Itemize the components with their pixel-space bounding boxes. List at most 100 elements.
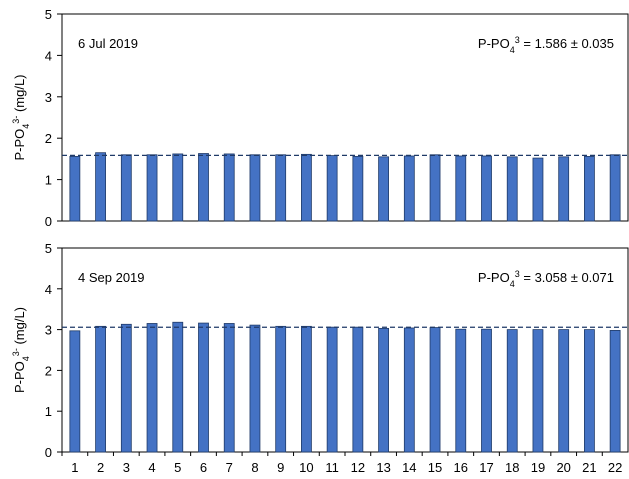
bar [301, 325, 312, 453]
x-tick-label: 18 [505, 460, 519, 475]
bar [352, 156, 364, 222]
bar [249, 154, 261, 222]
bar [326, 326, 338, 453]
x-tick-label: 3 [123, 460, 130, 475]
y-axis-label: P-PO43- (mg/L) [11, 75, 31, 161]
y-tick-label: 1 [45, 404, 52, 419]
x-tick-label: 11 [325, 460, 339, 475]
bar [275, 325, 287, 453]
bar [69, 156, 81, 222]
bar [352, 326, 364, 453]
stat-label-part: 3 [515, 269, 520, 279]
bar [429, 154, 441, 222]
bar [146, 154, 158, 222]
stat-label-part: 4 [510, 279, 515, 289]
x-tick-label: 15 [428, 460, 442, 475]
bar [403, 327, 415, 453]
x-tick-label: 17 [479, 460, 493, 475]
stat-label-part: 3 [515, 35, 520, 45]
y-tick-label: 5 [45, 241, 52, 256]
bar [532, 157, 544, 222]
bar [223, 323, 235, 453]
x-tick-label: 6 [200, 460, 207, 475]
x-tick-label: 1 [71, 460, 78, 475]
x-tick-label: 4 [148, 460, 155, 475]
y-tick-label: 4 [45, 48, 52, 63]
x-tick-label: 12 [351, 460, 365, 475]
date-label: 4 Sep 2019 [78, 270, 145, 285]
bar [249, 324, 261, 453]
bar [532, 329, 544, 453]
y-tick-label: 2 [45, 363, 52, 378]
bar [609, 154, 621, 222]
y-tick-label: 1 [45, 173, 52, 188]
bar [609, 330, 621, 453]
bar [146, 323, 158, 453]
bar [95, 325, 106, 453]
date-label: 6 Jul 2019 [78, 36, 138, 51]
bar [429, 327, 441, 453]
stat-label: P-PO43 = 3.058 ± 0.071 [478, 269, 614, 289]
bar [172, 153, 184, 222]
x-tick-label: 13 [376, 460, 390, 475]
stat-label-part: P-PO [478, 36, 510, 51]
y-axis-label-part: P-PO [12, 361, 27, 393]
bar [198, 153, 209, 222]
y-axis-label-part: (mg/L) [12, 307, 27, 348]
bar [455, 155, 467, 222]
bar [558, 156, 570, 222]
bar [198, 322, 209, 453]
x-tick-label: 21 [582, 460, 596, 475]
y-tick-label: 0 [45, 214, 52, 229]
x-tick-label: 22 [608, 460, 622, 475]
bar [455, 328, 467, 453]
stat-label-part: = 3.058 ± 0.071 [520, 270, 614, 285]
bar [69, 330, 81, 453]
x-tick-label: 2 [97, 460, 104, 475]
bar [95, 152, 106, 222]
bar [172, 321, 184, 453]
y-tick-label: 5 [45, 7, 52, 22]
x-tick-label: 8 [251, 460, 258, 475]
bar [120, 154, 132, 222]
bar [481, 155, 492, 222]
bar [275, 154, 287, 222]
x-tick-label: 19 [531, 460, 545, 475]
x-tick-label: 5 [174, 460, 181, 475]
bar [378, 327, 389, 453]
stat-label-part: P-PO [478, 270, 510, 285]
plot-frame [61, 13, 629, 222]
stat-label-part: = 1.586 ± 0.035 [520, 36, 614, 51]
y-axis-label: P-PO43- (mg/L) [11, 307, 31, 393]
bar [481, 328, 492, 453]
bar [584, 329, 595, 453]
y-tick-label: 3 [45, 323, 52, 338]
bar [506, 329, 518, 453]
y-tick-label: 4 [45, 282, 52, 297]
bar [301, 153, 312, 222]
x-tick-label: 14 [402, 460, 416, 475]
bar [558, 329, 570, 453]
x-tick-label: 7 [226, 460, 233, 475]
x-tick-label: 20 [556, 460, 570, 475]
bar [120, 323, 132, 453]
y-axis-label-part: (mg/L) [12, 75, 27, 116]
y-tick-label: 2 [45, 131, 52, 146]
x-tick-label: 16 [454, 460, 468, 475]
y-axis-label-part: 3- [11, 348, 21, 356]
y-axis-label-part: 3- [11, 116, 21, 124]
y-axis-label-part: 4 [21, 356, 31, 361]
bar [223, 153, 235, 222]
y-axis-label-part: P-PO [12, 129, 27, 161]
bar [326, 155, 338, 222]
x-tick-label: 9 [277, 460, 284, 475]
bar [584, 156, 595, 222]
bar [403, 155, 415, 222]
bar [378, 156, 389, 222]
y-axis-label-part: 4 [21, 124, 31, 129]
y-tick-label: 3 [45, 90, 52, 105]
stat-label-part: 4 [510, 45, 515, 55]
stat-label: P-PO43 = 1.586 ± 0.035 [478, 35, 614, 55]
